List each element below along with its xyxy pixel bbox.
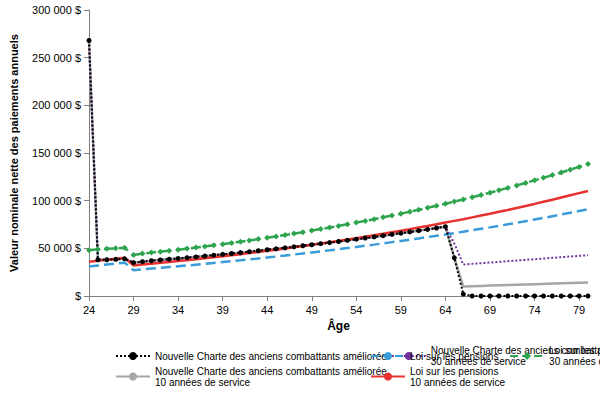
svg-text:$: $ <box>75 290 81 302</box>
svg-text:44: 44 <box>261 304 273 316</box>
svg-text:50 000 $: 50 000 $ <box>38 242 81 254</box>
svg-text:250 000 $: 250 000 $ <box>32 52 81 64</box>
svg-text:Nouvelle Charte des anciens co: Nouvelle Charte des anciens combattants … <box>155 366 387 377</box>
svg-text:200 000 $: 200 000 $ <box>32 99 81 111</box>
svg-text:30 années de service: 30 années de service <box>549 356 600 367</box>
svg-text:Valeur nominale nette des paie: Valeur nominale nette des paiements annu… <box>8 34 20 272</box>
svg-text:24: 24 <box>83 304 95 316</box>
svg-text:74: 74 <box>528 304 540 316</box>
svg-text:39: 39 <box>217 304 229 316</box>
svg-text:49: 49 <box>306 304 318 316</box>
svg-text:300 000 $: 300 000 $ <box>32 4 81 16</box>
svg-text:150 000 $: 150 000 $ <box>32 147 81 159</box>
svg-text:69: 69 <box>484 304 496 316</box>
svg-text:10 années de service: 10 années de service <box>155 377 251 388</box>
svg-text:29: 29 <box>127 304 139 316</box>
svg-text:64: 64 <box>439 304 451 316</box>
svg-text:Loi sur les pensions: Loi sur les pensions <box>549 345 600 356</box>
svg-text:100 000 $: 100 000 $ <box>32 195 81 207</box>
svg-text:Âge: Âge <box>327 318 350 333</box>
svg-text:Loi sur les pensions: Loi sur les pensions <box>410 351 498 362</box>
svg-text:59: 59 <box>395 304 407 316</box>
svg-text:Nouvelle Charte des anciens co: Nouvelle Charte des anciens combattants … <box>155 351 387 362</box>
svg-text:79: 79 <box>573 304 585 316</box>
svg-text:54: 54 <box>350 304 362 316</box>
svg-text:10 années de service: 10 années de service <box>410 377 506 388</box>
svg-text:34: 34 <box>172 304 184 316</box>
svg-text:Loi sur les pensions: Loi sur les pensions <box>410 366 498 377</box>
